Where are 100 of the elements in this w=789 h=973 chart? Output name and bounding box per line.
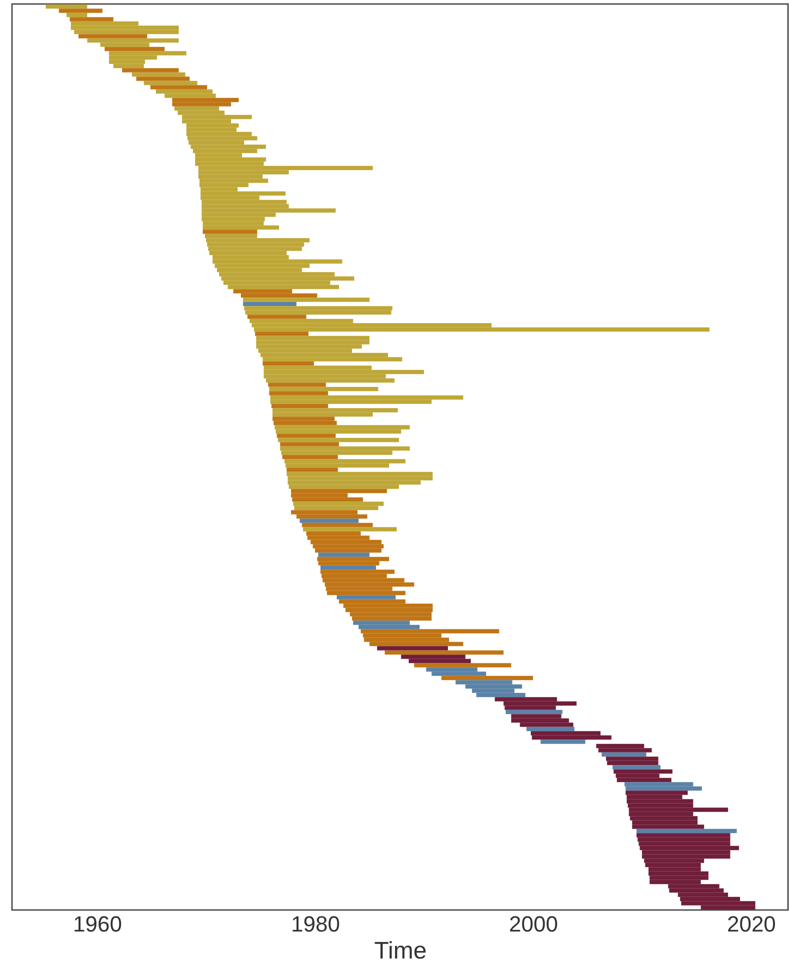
bar [532,735,612,740]
bar [616,778,672,782]
bar [632,824,704,829]
bar [46,4,88,9]
bar [256,340,370,344]
bar [314,548,382,553]
bar [636,828,737,834]
bar [247,314,306,319]
bar [630,816,698,820]
bar [202,225,280,230]
bar [640,846,739,850]
bar [602,752,646,757]
bar [274,420,337,426]
bar [626,790,688,795]
bar [377,646,448,650]
bar [202,208,336,213]
bar [324,582,414,587]
bar [256,336,370,340]
bar [262,357,402,362]
bar [302,522,373,528]
bar [206,238,310,242]
bar [286,468,338,472]
bar [268,382,326,387]
bar [202,200,287,204]
bar [58,8,102,13]
bar [343,604,433,608]
bar [212,259,342,264]
bar [270,395,464,400]
bar [648,871,708,876]
bar [280,442,339,446]
bar [614,769,672,774]
bar [598,748,652,752]
bar [87,38,179,43]
bar [198,166,373,170]
bar [626,786,702,791]
bar [274,425,410,430]
bar [255,332,308,336]
bar [190,144,266,149]
x-tick-label: 2000 [508,912,558,936]
bar [669,888,724,893]
bar [271,404,328,408]
bar [293,502,384,506]
bar [208,246,302,251]
bar [66,12,88,18]
bar [286,472,433,476]
bar [607,760,658,766]
bar [606,756,658,761]
bar [612,765,660,770]
bar [384,650,504,655]
bar [113,64,144,68]
bar [414,663,512,668]
bar [292,497,363,502]
bar [200,191,286,196]
bar [318,552,370,557]
bar [352,616,432,621]
bar [291,488,387,494]
bar [526,726,574,732]
bar [122,68,179,72]
bar [272,408,398,412]
bar [278,438,399,442]
bar [264,370,424,374]
bar [282,454,338,460]
x-tick-label: 2020 [726,912,776,936]
bar [638,837,730,842]
bar [150,85,208,90]
bar [326,590,406,596]
bar [221,276,354,281]
bar [244,306,392,310]
bar [269,386,378,392]
bar [300,518,359,523]
bar [70,17,114,22]
bar [360,629,500,634]
bar [243,298,370,302]
bar [506,710,562,714]
bar [628,808,728,812]
bar [187,136,258,140]
bar [681,901,756,906]
bar [320,570,395,574]
bar [540,740,586,744]
bar [346,608,433,612]
bar [320,565,376,570]
bar [645,862,701,868]
bar [317,556,390,562]
bar [280,446,410,451]
bar [288,476,433,480]
bar [199,178,268,183]
bar [245,310,392,315]
bar [262,361,314,366]
bar [312,544,384,548]
bar [284,459,406,464]
bar [136,76,190,81]
bar [144,80,198,86]
bar [243,302,296,306]
bar [104,46,165,52]
bar [303,527,397,532]
x-axis-title: Time [374,938,427,964]
bar [476,692,526,698]
bar [269,391,328,396]
bar [441,676,533,680]
bar [626,799,694,804]
